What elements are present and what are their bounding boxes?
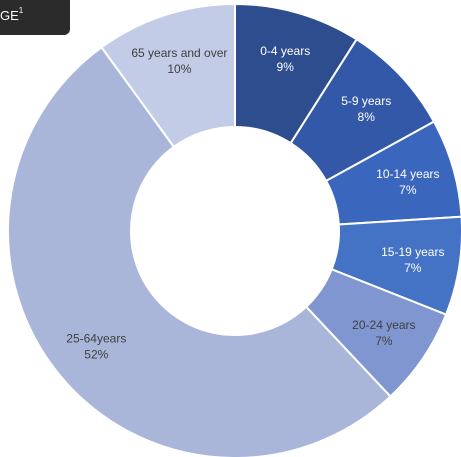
slice-value-0-4-years: 9%	[277, 60, 295, 74]
donut-slices	[7, 2, 461, 457]
slice-label-15-19-years: 15-19 years	[381, 245, 444, 259]
slice-label-0-4-years: 0-4 years	[260, 44, 310, 58]
slice-10-14-years	[324, 120, 461, 226]
slice-label-65-years-and-over: 65 years and over	[131, 46, 227, 60]
slice-label-20-24-years: 20-24 years	[352, 318, 415, 332]
slice-value-20-24-years: 7%	[375, 334, 393, 348]
donut-labels: 0-4 years 9% 5-9 years 8% 10-14 years 7% 15-19…	[66, 44, 444, 362]
slice-label-5-9-years: 5-9 years	[341, 94, 391, 108]
slice-value-25-64years: 52%	[84, 348, 108, 362]
header-tab-text: GE	[0, 8, 19, 23]
slice-label-25-64years: 25-64years	[66, 332, 126, 346]
slice-65-years-and-over	[100, 2, 236, 149]
slice-value-5-9-years: 8%	[358, 110, 376, 124]
slice-value-10-14-years: 7%	[399, 183, 417, 197]
slice-value-65-years-and-over: 10%	[167, 62, 191, 76]
header-tab-superscript: 1	[18, 6, 24, 15]
slice-label-10-14-years: 10-14 years	[376, 167, 439, 181]
slice-value-15-19-years: 7%	[404, 261, 422, 275]
slice-25-64years	[7, 45, 392, 457]
header-tab: GE1	[0, 0, 70, 35]
